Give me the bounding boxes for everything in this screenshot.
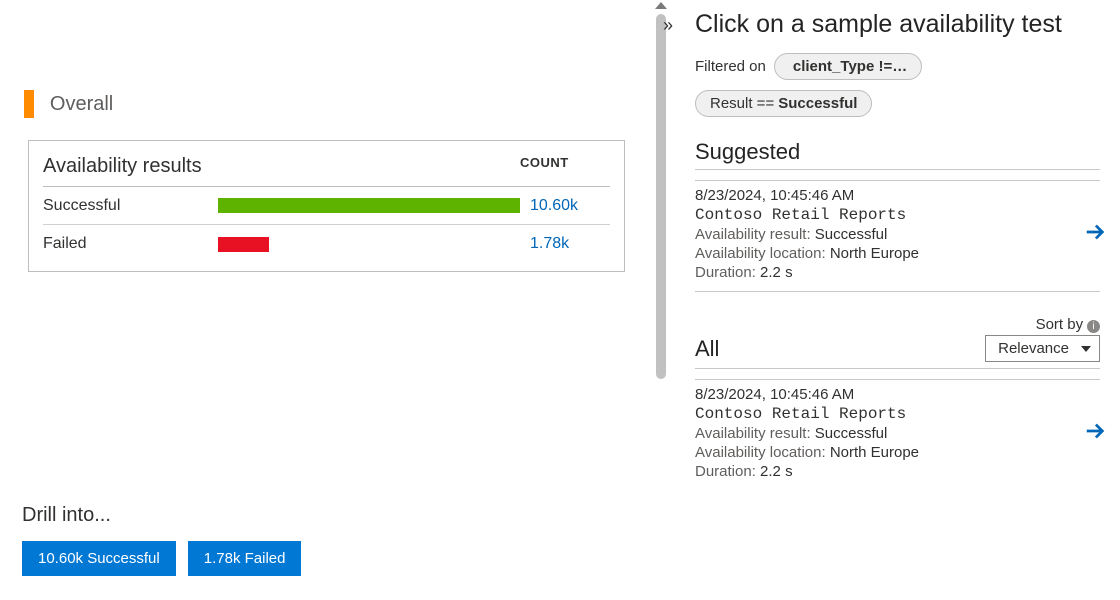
filter-pill-client-type[interactable]: client_Type !=…: [774, 53, 922, 80]
entry-test-name: Contoso Retail Reports: [695, 405, 1100, 423]
drill-button-successful[interactable]: 10.60k Successful: [22, 541, 176, 576]
drill-into-label: Drill into...: [22, 504, 301, 527]
open-entry-arrow-icon[interactable]: [1084, 420, 1106, 445]
count-column-header: COUNT: [520, 155, 610, 180]
filter-row: Filtered on client_Type !=…: [695, 53, 1100, 80]
entry-timestamp: 8/23/2024, 10:45:46 AM: [695, 187, 1100, 204]
suggested-heading: Suggested: [695, 139, 1100, 165]
result-row-failed[interactable]: Failed 1.78k: [43, 225, 610, 263]
availability-results-card: Availability results COUNT Successful 10…: [28, 140, 625, 272]
result-bar-failed: [218, 237, 269, 252]
result-count-link[interactable]: 1.78k: [530, 235, 610, 253]
details-pane: » Click on a sample availability test Fi…: [655, 0, 1120, 600]
overall-accent-bar: [24, 90, 34, 118]
overall-heading: Overall: [50, 93, 113, 116]
sample-entry[interactable]: 8/23/2024, 10:45:46 AM Contoso Retail Re…: [695, 379, 1100, 490]
sort-by-label: Sort by: [1036, 316, 1084, 333]
all-heading: All: [695, 336, 985, 362]
sort-by-select[interactable]: Relevance: [985, 335, 1100, 362]
info-icon[interactable]: i: [1087, 320, 1100, 333]
drill-button-failed[interactable]: 1.78k Failed: [188, 541, 302, 576]
filtered-on-label: Filtered on: [695, 58, 766, 75]
result-bar-successful: [218, 198, 520, 213]
sample-entry[interactable]: 8/23/2024, 10:45:46 AM Contoso Retail Re…: [695, 180, 1100, 291]
result-label: Successful: [43, 197, 218, 215]
collapse-pane-icon[interactable]: »: [663, 16, 673, 34]
result-row-successful[interactable]: Successful 10.60k: [43, 187, 610, 225]
entry-timestamp: 8/23/2024, 10:45:46 AM: [695, 386, 1100, 403]
result-label: Failed: [43, 235, 218, 253]
open-entry-arrow-icon[interactable]: [1084, 221, 1106, 246]
availability-results-title: Availability results: [43, 155, 202, 178]
overview-pane: Overall Availability results COUNT Succe…: [0, 0, 655, 600]
result-count-link[interactable]: 10.60k: [530, 197, 610, 215]
chevron-down-icon: [1081, 346, 1091, 352]
entry-test-name: Contoso Retail Reports: [695, 206, 1100, 224]
drill-into-section: Drill into... 10.60k Successful 1.78k Fa…: [22, 504, 301, 576]
filter-pill-result[interactable]: Result == Successful: [695, 90, 872, 117]
details-title: Click on a sample availability test: [695, 10, 1100, 39]
